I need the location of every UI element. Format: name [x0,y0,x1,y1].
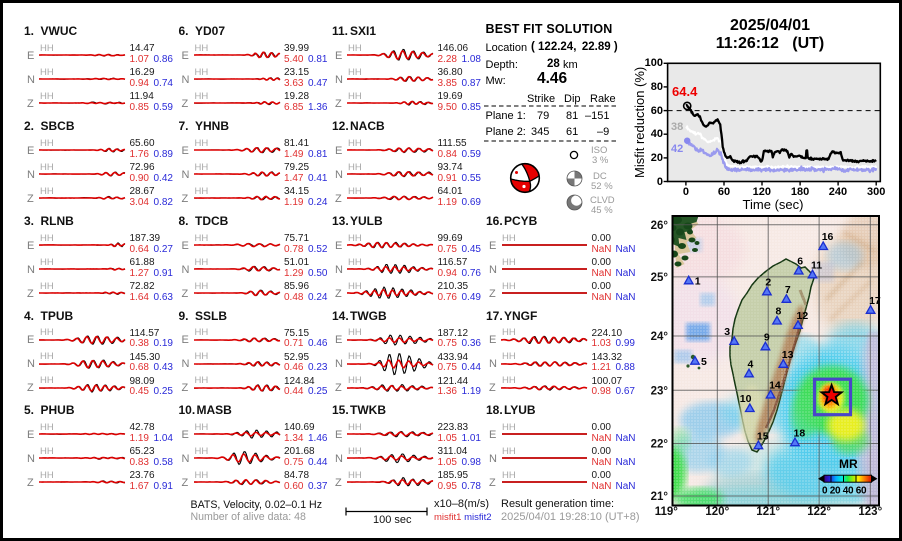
svg-text:0 20 40 60: 0 20 40 60 [822,486,867,497]
svg-text:4: 4 [748,358,754,370]
svg-text:9: 9 [764,331,770,343]
svg-text:120°: 120° [705,506,729,518]
svg-text:123°: 123° [858,506,882,518]
svg-text:16: 16 [822,231,834,243]
svg-text:21°: 21° [651,491,669,503]
svg-text:MR: MR [839,457,858,471]
svg-text:23°: 23° [651,385,669,397]
svg-text:1: 1 [695,275,701,287]
svg-text:121°: 121° [756,506,780,518]
svg-text:122°: 122° [807,506,831,518]
svg-text:26°: 26° [651,220,669,232]
svg-text:11: 11 [811,259,822,271]
svg-text:22°: 22° [651,439,669,451]
svg-text:18: 18 [794,427,806,439]
svg-text:6: 6 [797,256,803,268]
svg-text:119°: 119° [655,506,679,518]
svg-text:12: 12 [797,310,809,322]
svg-text:15: 15 [757,430,769,442]
svg-text:25°: 25° [651,272,669,284]
svg-text:13: 13 [782,349,794,361]
svg-text:8: 8 [776,306,782,318]
svg-text:3: 3 [724,326,730,338]
svg-text:14: 14 [769,380,781,392]
svg-text:10: 10 [740,393,752,405]
svg-text:24°: 24° [651,331,669,343]
svg-text:5: 5 [701,356,707,368]
svg-text:17: 17 [869,295,881,307]
svg-text:2: 2 [765,276,771,288]
svg-text:7: 7 [785,284,791,296]
